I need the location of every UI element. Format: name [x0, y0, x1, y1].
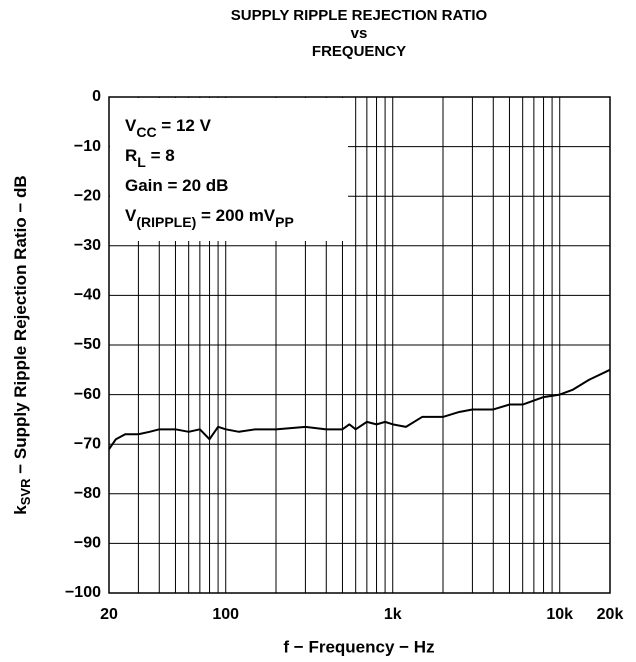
y-tick-label: −90	[74, 535, 101, 552]
annotation-part: = 8	[146, 146, 175, 165]
y-axis-label-part: k	[11, 505, 30, 515]
y-tick-label: −70	[74, 435, 101, 452]
y-axis-label-sub: SVR	[18, 478, 33, 505]
y-tick-label: −30	[74, 237, 101, 254]
annotation-sub: PP	[275, 214, 294, 230]
x-tick-label: 100	[212, 606, 239, 623]
annotation-sub: (RIPPLE)	[136, 214, 196, 230]
annotation: V(RIPPLE) = 200 mVPP	[125, 206, 294, 229]
annotation-part: Gain = 20 dB	[125, 176, 228, 195]
chart-title: FREQUENCY	[312, 43, 406, 60]
x-tick-label: 20	[100, 606, 118, 623]
y-tick-label: 0	[92, 88, 101, 105]
annotation-sub: L	[137, 154, 146, 170]
annotation-part: = 200 mV	[196, 206, 276, 225]
plot-frame	[108, 96, 611, 594]
chart-title: vs	[351, 25, 368, 42]
y-tick-label: −80	[74, 485, 101, 502]
y-tick-label: −40	[74, 287, 101, 304]
y-axis-label: kSVR − Supply Ripple Rejection Ratio − d…	[11, 175, 33, 514]
x-tick-label: 10k	[546, 606, 573, 623]
x-tick-label: 1k	[384, 606, 402, 623]
y-tick-label: −60	[74, 386, 101, 403]
annotation: Gain = 20 dB	[125, 176, 228, 195]
annotation-part: = 12 V	[157, 116, 212, 135]
y-tick-label: −10	[74, 138, 101, 155]
annotation-sub: CC	[136, 124, 156, 140]
annotation: VCC = 12 V	[125, 116, 212, 139]
y-tick-label: −50	[74, 336, 101, 353]
annotation-part: V	[125, 206, 137, 225]
annotation-part: R	[125, 146, 137, 165]
annotation: RL = 8	[125, 146, 175, 169]
chart-title: SUPPLY RIPPLE REJECTION RATIO	[231, 7, 488, 24]
y-tick-label: −20	[74, 187, 101, 204]
x-axis-label: f − Frequency − Hz	[283, 637, 434, 656]
data-line	[108, 368, 611, 450]
y-tick-label: −100	[65, 584, 101, 601]
y-axis-label-part: − Supply Ripple Rejection Ratio − dB	[11, 175, 30, 478]
annotation-part: V	[125, 116, 137, 135]
x-tick-label: 20k	[597, 606, 624, 623]
annotation-box	[110, 98, 348, 241]
